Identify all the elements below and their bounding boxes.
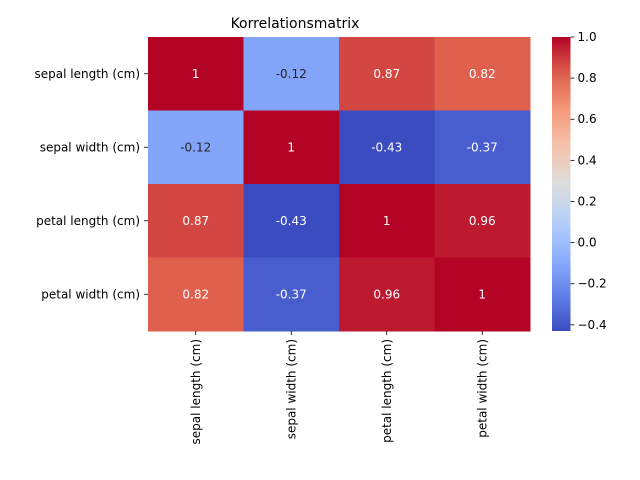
colorbar-tick-label: −0.2 [578,277,607,291]
cell-value-label: 0.82 [182,287,209,301]
x-tick-label: sepal width (cm) [284,339,298,439]
y-tick-label: petal width (cm) [41,287,140,301]
heatmap-cell [434,37,531,111]
heatmap-cell [148,110,244,185]
cell-value-label: 0.87 [373,67,400,81]
cell-value-label: 0.82 [469,67,496,81]
cell-value-label: -0.12 [180,140,211,154]
colorbar-tick-label: 0.6 [578,112,597,126]
chart-title: Korrelationsmatrix [231,16,360,32]
x-axis: sepal length (cm) sepal width (cm) petal l… [189,331,489,444]
cell-value-label: 1 [287,140,295,154]
heatmap-cell-labels: 1 -0.12 0.87 0.82 -0.12 1 -0.43 -0.37 0.87 -0.43 1… [180,67,498,302]
colorbar-tick-label: −0.4 [578,318,607,332]
cell-value-label: 1 [383,214,391,228]
colorbar-tick-label: 0.2 [578,194,597,208]
colorbar-tick-label: 0.0 [578,236,597,250]
cell-value-label: -0.43 [371,140,402,154]
y-tick-label: petal length (cm) [36,214,140,228]
y-tick-label: sepal length (cm) [35,67,140,81]
cell-value-label: -0.12 [276,67,307,81]
cell-value-label: 0.87 [182,214,209,228]
heatmap-cell [148,257,244,332]
heatmap-cell [434,110,531,185]
x-tick-label: sepal length (cm) [189,339,203,444]
x-tick-label: petal length (cm) [380,339,394,443]
colorbar-tick-label: 0.8 [578,71,597,85]
heatmap-cell [339,257,435,332]
heatmap-cell [434,257,531,332]
cell-value-label: 1 [192,67,200,81]
heatmap-cell [339,37,435,111]
heatmap-cell [339,110,435,185]
heatmap-cell [243,257,340,332]
x-tick-label: petal width (cm) [475,339,489,438]
heatmap-cell [243,37,340,111]
cell-value-label: 0.96 [469,214,496,228]
y-tick-label: sepal width (cm) [40,140,140,154]
colorbar-tick-label: 1.0 [578,30,597,44]
cell-value-label: -0.37 [467,140,498,154]
heatmap-cell [243,110,340,185]
colorbar: −0.4 −0.2 0.0 0.2 0.4 0.6 0.8 1.0 [552,30,607,332]
y-axis: sepal length (cm) sepal width (cm) petal l… [35,67,148,301]
heatmap-cell [243,184,340,258]
heatmap-cell [148,37,244,111]
heatmap-cells [148,37,531,332]
heatmap-cell [434,184,531,258]
heatmap-cell [148,184,244,258]
heatmap-cell [339,184,435,258]
colorbar-gradient [552,37,571,331]
cell-value-label: -0.37 [276,287,307,301]
cell-value-label: -0.43 [276,214,307,228]
cell-value-label: 1 [478,287,486,301]
colorbar-tick-label: 0.4 [578,153,597,167]
cell-value-label: 0.96 [373,287,400,301]
